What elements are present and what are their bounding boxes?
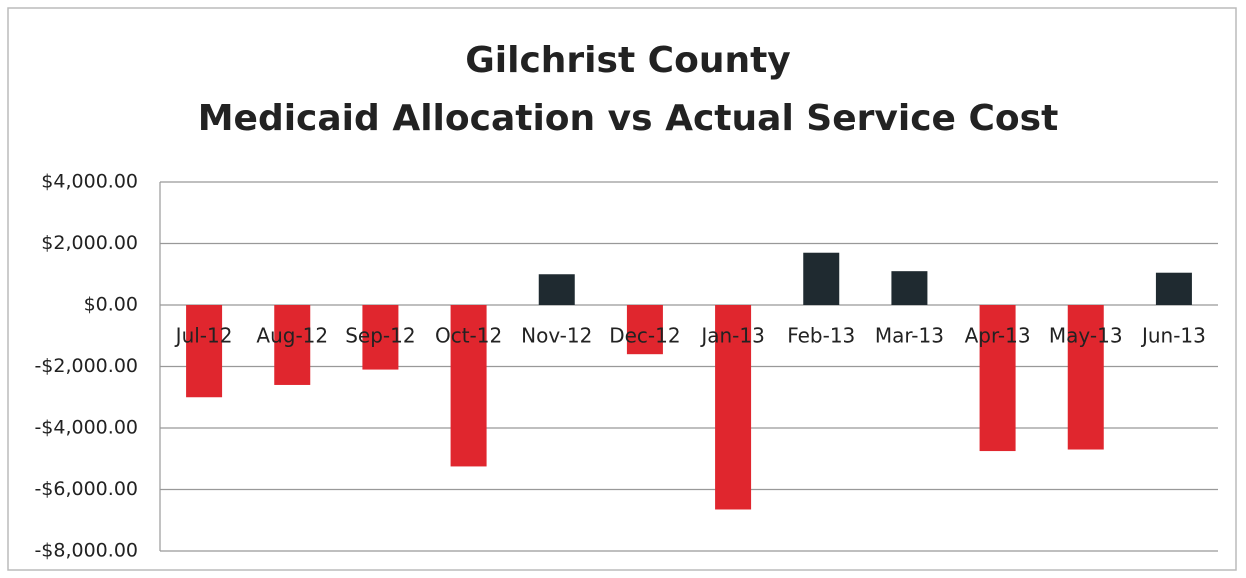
y-tick-label: -$8,000.00: [34, 540, 138, 562]
y-tick-label: -$2,000.00: [34, 355, 138, 377]
x-tick-label: Mar-13: [875, 324, 944, 348]
bar: [538, 274, 575, 305]
chart-border: [7, 7, 1237, 571]
x-tick-label: Aug-12: [256, 324, 328, 348]
x-tick-label: Nov-12: [521, 324, 592, 348]
x-tick-label: Sep-12: [345, 324, 415, 348]
y-tick-label: -$4,000.00: [34, 417, 138, 439]
x-tick-label: Apr-13: [965, 324, 1031, 348]
y-tick-label: $2,000.00: [41, 232, 138, 254]
x-tick-label: May-13: [1049, 324, 1123, 348]
bar: [362, 305, 399, 370]
x-tick-label: Dec-12: [609, 324, 680, 348]
bar: [450, 305, 487, 467]
x-tick-label: Feb-13: [787, 324, 855, 348]
y-tick-label: $4,000.00: [41, 171, 138, 193]
bar: [803, 252, 840, 305]
x-tick-label: Jan-13: [699, 324, 765, 348]
bar: [715, 305, 752, 510]
x-tick-label: Jul-12: [174, 324, 233, 348]
bar: [979, 305, 1016, 452]
chart-title: Gilchrist County: [465, 40, 791, 81]
y-tick-label: $0.00: [84, 294, 138, 316]
bar: [1155, 272, 1192, 305]
y-tick-label: -$6,000.00: [34, 478, 138, 500]
x-tick-label: Oct-12: [435, 324, 502, 348]
bar: [891, 271, 928, 305]
x-tick-label: Jun-13: [1140, 324, 1206, 348]
chart-title: Medicaid Allocation vs Actual Service Co…: [198, 98, 1059, 139]
bar: [1067, 305, 1104, 450]
bar: [274, 305, 311, 385]
bar: [626, 305, 663, 355]
bar: [186, 305, 223, 398]
